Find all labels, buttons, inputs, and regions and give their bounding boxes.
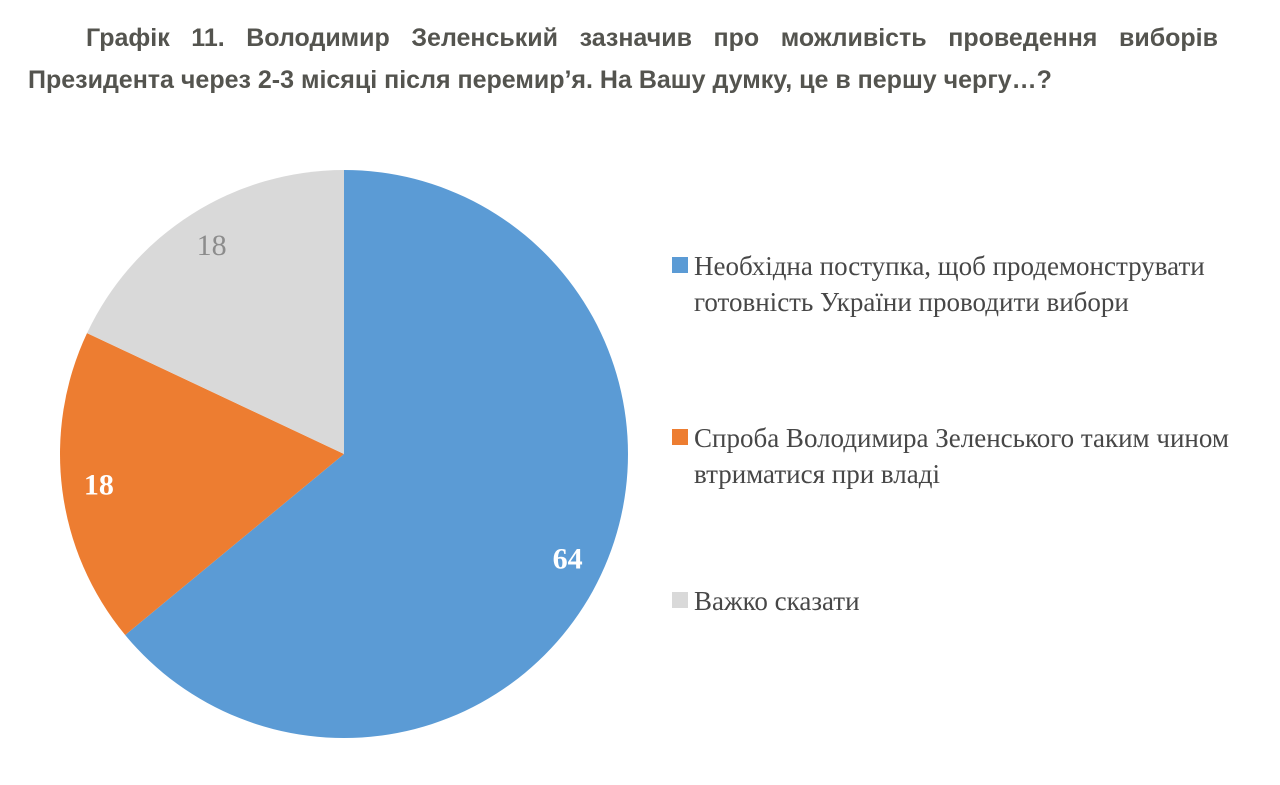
- legend-color-swatch: [672, 592, 688, 608]
- slice-value-label: 18: [84, 469, 114, 502]
- legend-label: Спроба Володимира Зеленського таким чино…: [694, 423, 1229, 489]
- legend-item: Важко сказати: [672, 583, 1234, 619]
- legend-label: Важко сказати: [694, 586, 860, 616]
- legend-item: Необхідна поступка, щоб продемонструвати…: [672, 248, 1234, 320]
- slice-value-label: 18: [197, 229, 227, 262]
- legend-label: Необхідна поступка, щоб продемонструвати…: [694, 251, 1205, 317]
- pie-slice: [87, 170, 344, 454]
- legend-color-swatch: [672, 257, 688, 273]
- slice-value-label: 64: [553, 543, 583, 576]
- legend-item: Спроба Володимира Зеленського таким чино…: [672, 420, 1234, 492]
- chart-title: Графік 11. Володимир Зеленський зазначив…: [28, 24, 1218, 94]
- chart-legend: Необхідна поступка, щоб продемонструвати…: [672, 0, 1232, 785]
- pie-slice: [125, 170, 628, 738]
- legend-color-swatch: [672, 429, 688, 445]
- pie-slice: [59, 333, 345, 636]
